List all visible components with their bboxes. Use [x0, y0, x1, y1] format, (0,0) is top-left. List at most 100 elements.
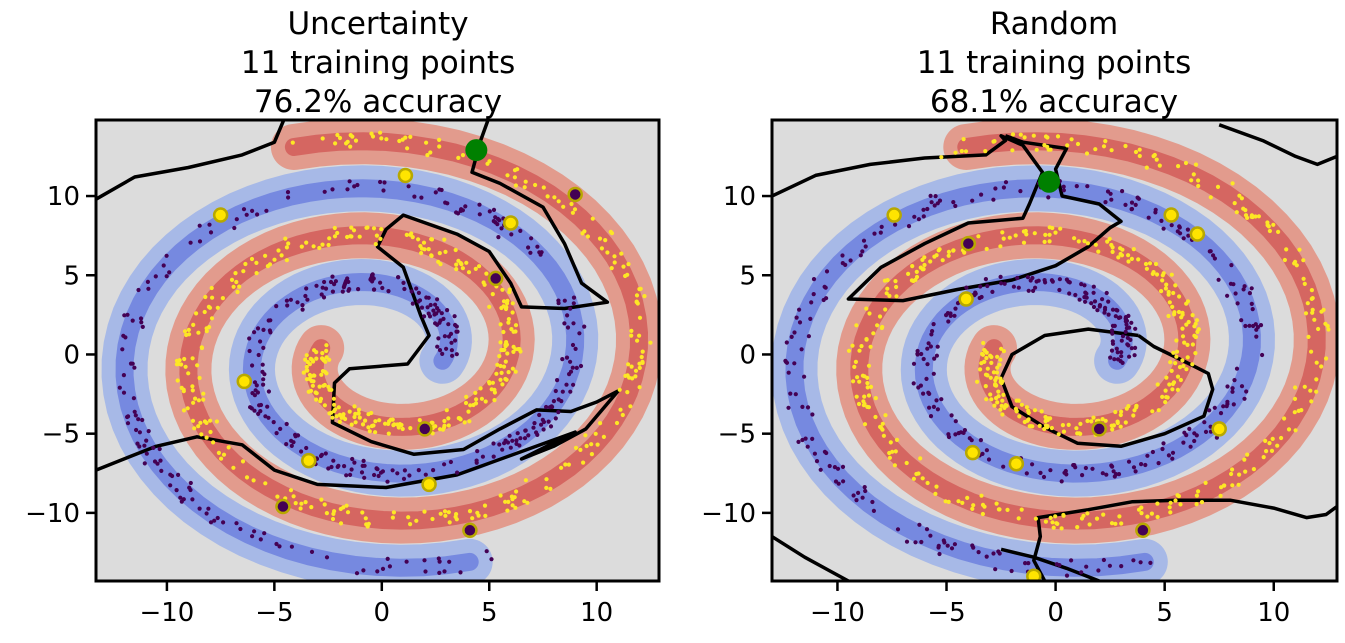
pool-point-class-1: [618, 407, 623, 412]
training-class-1-point: [212, 207, 229, 223]
pool-point-class-1: [626, 362, 631, 367]
pool-point-class-1: [648, 340, 653, 345]
pool-point-class-1: [873, 396, 878, 401]
pool-point-class-1: [980, 511, 986, 517]
pool-point-class-1: [1005, 507, 1010, 512]
pool-point-class-1: [1309, 349, 1314, 354]
pool-point-class-1: [371, 226, 377, 231]
decision-boundary: [772, 123, 1337, 581]
pool-point-class-1: [1293, 385, 1298, 390]
pool-point-class-1: [386, 431, 391, 436]
pool-point-class-1: [640, 360, 645, 365]
pool-point-class-0: [436, 556, 441, 561]
pool-point-class-1: [1163, 286, 1168, 291]
pool-point-class-1: [999, 403, 1004, 408]
pool-point-class-1: [324, 355, 329, 360]
pool-point-class-0: [1132, 353, 1137, 358]
pool-point-class-0: [934, 398, 939, 403]
pool-point-class-0: [1026, 561, 1031, 566]
pool-point-class-0: [523, 428, 528, 433]
pool-point-class-0: [1126, 313, 1131, 318]
pool-point-class-1: [458, 261, 463, 266]
pool-point-class-1: [320, 356, 325, 361]
pool-point-class-0: [261, 345, 266, 350]
pool-point-class-0: [387, 564, 392, 569]
pool-point-class-1: [639, 354, 644, 360]
pool-point-class-0: [1148, 560, 1153, 566]
pool-point-class-1: [1193, 351, 1198, 356]
training-class-0-point: [462, 522, 478, 539]
pool-point-class-1: [514, 489, 519, 494]
pool-point-class-1: [1173, 498, 1178, 503]
pool-point-class-1: [1072, 236, 1077, 241]
pool-point-class-1: [910, 264, 915, 269]
pool-point-class-1: [373, 430, 378, 435]
pool-point-class-0: [425, 305, 430, 310]
pool-point-class-1: [981, 340, 986, 346]
pool-point-class-1: [1109, 521, 1115, 526]
pool-point-class-0: [1111, 469, 1116, 474]
pool-point-class-1: [347, 409, 352, 414]
pool-point-class-1: [314, 397, 319, 402]
pool-point-class-0: [452, 314, 457, 319]
pool-point-class-0: [1016, 285, 1021, 290]
pool-point-class-1: [1151, 270, 1156, 275]
pool-point-class-1: [374, 233, 379, 238]
pool-point-class-1: [1060, 423, 1065, 428]
pool-point-class-0: [380, 566, 386, 572]
pool-point-class-1: [1116, 255, 1121, 260]
pool-point-class-0: [284, 421, 289, 427]
pool-point-class-0: [1102, 310, 1107, 315]
pool-point-class-0: [1133, 326, 1138, 331]
pool-point-class-0: [496, 235, 501, 240]
pool-point-class-1: [1126, 404, 1131, 409]
pool-point-class-0: [509, 232, 514, 237]
pool-point-class-1: [1065, 143, 1070, 148]
y-tick-label: 5: [63, 261, 80, 291]
pool-point-class-0: [401, 476, 407, 481]
pool-point-class-0: [937, 551, 942, 557]
y-tick-label: 10: [723, 182, 756, 212]
pool-point-class-0: [916, 217, 922, 222]
pool-point-class-1: [454, 267, 459, 272]
pool-point-class-0: [491, 441, 496, 446]
pool-point-class-0: [861, 238, 867, 243]
pool-point-class-1: [904, 460, 909, 466]
pool-point-class-1: [1294, 263, 1299, 268]
pool-point-class-1: [991, 370, 997, 375]
y-tick-label: −10: [25, 499, 80, 529]
pool-point-class-1: [1119, 409, 1124, 414]
pool-point-class-1: [231, 284, 236, 289]
pool-point-class-1: [1111, 423, 1116, 428]
pool-point-class-1: [490, 380, 495, 385]
pool-point-class-0: [167, 270, 172, 275]
pool-point-class-1: [430, 516, 435, 522]
pool-point-class-0: [810, 436, 815, 441]
pool-point-class-0: [1127, 354, 1132, 359]
pool-point-class-1: [193, 396, 198, 401]
decision-boundary-line: [772, 134, 1123, 303]
pool-point-class-1: [1163, 388, 1168, 393]
pool-point-class-1: [1194, 318, 1200, 323]
pool-point-class-1: [506, 317, 511, 322]
pool-point-class-1: [885, 278, 890, 283]
pool-point-class-1: [995, 400, 1000, 405]
pool-point-class-1: [201, 397, 206, 402]
pool-point-class-1: [1019, 507, 1024, 512]
pool-point-class-0: [208, 520, 214, 525]
pool-point-class-0: [378, 280, 383, 285]
pool-point-class-0: [449, 348, 454, 353]
pool-point-class-1: [593, 431, 598, 436]
pool-point-class-0: [571, 321, 576, 326]
pool-point-class-1: [1034, 147, 1039, 152]
pool-point-class-1: [979, 493, 984, 498]
pool-point-class-0: [964, 285, 969, 290]
pool-point-class-0: [805, 405, 811, 410]
pool-point-class-1: [279, 253, 284, 258]
pool-point-class-1: [473, 266, 478, 271]
pool-point-class-1: [363, 516, 368, 521]
pool-point-class-0: [424, 295, 429, 300]
pool-point-class-0: [1109, 328, 1115, 333]
pool-point-class-0: [386, 289, 391, 294]
pool-point-class-0: [370, 279, 375, 284]
